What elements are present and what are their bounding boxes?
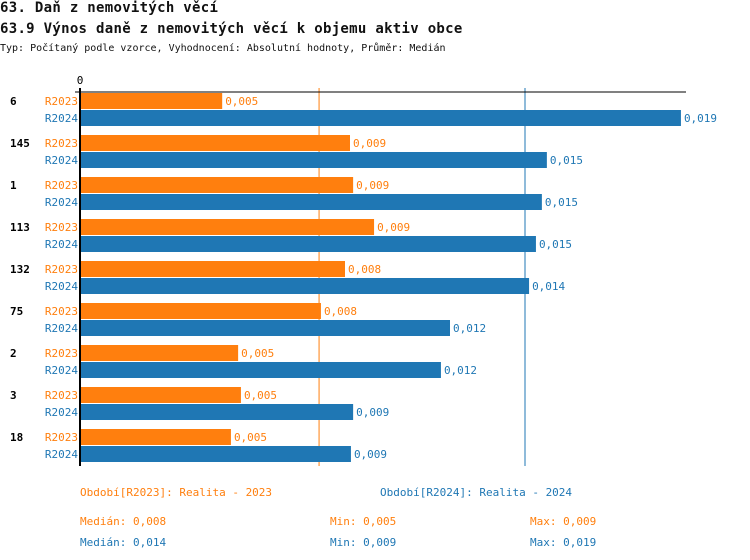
legend-entry: Období[R2024]: Realita - 2024 (380, 486, 572, 499)
data-label: 0,012 (453, 322, 486, 335)
series-label: R2023 (45, 263, 78, 276)
category-label: 75 (10, 305, 23, 318)
bar-R2024 (80, 362, 441, 378)
category-label: 3 (10, 389, 17, 402)
data-label: 0,015 (545, 196, 578, 209)
category-label: 113 (10, 221, 30, 234)
category-label: 18 (10, 431, 23, 444)
x-tick-label: 0 (77, 74, 84, 87)
category-label: 6 (10, 95, 17, 108)
series-label: R2023 (45, 431, 78, 444)
series-label: R2024 (45, 280, 78, 293)
data-label: 0,009 (377, 221, 410, 234)
stat-max: Max: 0,009 (530, 515, 596, 528)
data-label: 0,015 (550, 154, 583, 167)
series-label: R2023 (45, 221, 78, 234)
series-label: R2023 (45, 179, 78, 192)
stat-median: Medián: 0,008 (80, 515, 166, 528)
data-label: 0,005 (241, 347, 274, 360)
series-label: R2023 (45, 95, 78, 108)
series-label: R2024 (45, 112, 78, 125)
bar-R2024 (80, 236, 536, 252)
chart-title: 63.9 Výnos daně z nemovitých věcí k obje… (0, 21, 463, 37)
data-label: 0,008 (348, 263, 381, 276)
data-label: 0,005 (225, 95, 258, 108)
bar-R2023 (80, 219, 375, 235)
bar-R2024 (80, 278, 530, 294)
bar-R2024 (80, 404, 354, 420)
series-label: R2023 (45, 347, 78, 360)
data-label: 0,009 (356, 179, 389, 192)
stat-min: Min: 0,005 (330, 515, 396, 528)
series-label: R2024 (45, 322, 78, 335)
data-label: 0,019 (684, 112, 717, 125)
series-label: R2024 (45, 448, 78, 461)
series-label: R2024 (45, 196, 78, 209)
series-label: R2023 (45, 305, 78, 318)
data-label: 0,015 (539, 238, 572, 251)
data-label: 0,005 (244, 389, 277, 402)
bar-R2023 (80, 177, 354, 193)
bar-R2023 (80, 261, 345, 277)
stat-max: Max: 0,019 (530, 536, 596, 549)
data-label: 0,009 (354, 448, 387, 461)
bar-R2023 (80, 303, 321, 319)
series-label: R2024 (45, 154, 78, 167)
bar-R2024 (80, 152, 547, 168)
bar-R2023 (80, 429, 231, 445)
series-label: R2024 (45, 238, 78, 251)
bar-R2024 (80, 446, 351, 462)
series-label: R2024 (45, 364, 78, 377)
bar-R2024 (80, 110, 681, 126)
bar-R2024 (80, 320, 450, 336)
stat-median: Medián: 0,014 (80, 536, 166, 549)
category-label: 1 (10, 179, 17, 192)
category-label: 132 (10, 263, 30, 276)
data-label: 0,009 (353, 137, 386, 150)
bar-R2023 (80, 93, 223, 109)
category-label: 2 (10, 347, 17, 360)
data-label: 0,005 (234, 431, 267, 444)
legend-entry: Období[R2023]: Realita - 2023 (80, 486, 272, 499)
series-label: R2024 (45, 406, 78, 419)
data-label: 0,014 (532, 280, 565, 293)
series-label: R2023 (45, 389, 78, 402)
bar-R2023 (80, 387, 241, 403)
data-label: 0,012 (444, 364, 477, 377)
data-label: 0,008 (324, 305, 357, 318)
series-label: R2023 (45, 137, 78, 150)
data-label: 0,009 (356, 406, 389, 419)
bar-R2023 (80, 135, 350, 151)
bar-R2023 (80, 345, 239, 361)
chart-description: Typ: Počítaný podle vzorce, Vyhodnocení:… (0, 43, 446, 54)
page-title: 63. Daň z nemovitých věcí (0, 0, 219, 16)
stat-min: Min: 0,009 (330, 536, 396, 549)
bar-R2024 (80, 194, 542, 210)
category-label: 145 (10, 137, 30, 150)
